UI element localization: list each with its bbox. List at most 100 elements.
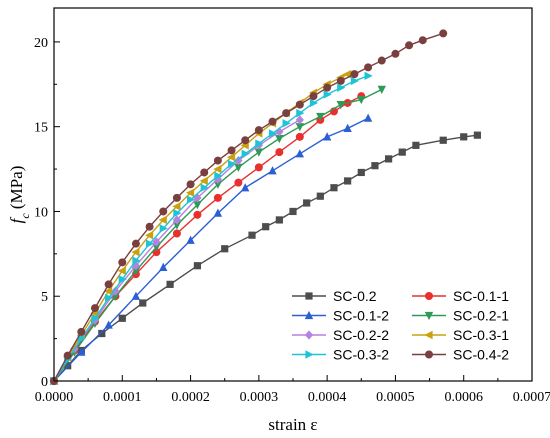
legend-item-sc-0-3-1: SC-0.3-1 [412,327,509,343]
data-point-sc-0-3-2 [173,208,182,218]
legend-marker [425,292,433,300]
data-point-sc-0-1-2 [186,235,195,244]
data-point-sc-0-4-2 [377,56,386,65]
data-point-sc-0-4-2 [227,146,236,155]
data-point-sc-0-3-2 [118,275,127,284]
data-point-sc-0-3-1 [199,176,208,186]
data-point-sc-0-4-2 [268,117,277,126]
y-axis-label-subscript: c [18,213,32,219]
series-line-sc-0-1-1 [53,95,362,382]
legend-item-sc-0-2-1: SC-0.2-1 [412,308,509,324]
data-point-sc-0-2 [385,155,393,163]
data-point-sc-0-2-1 [213,180,223,189]
legend-label: SC-0.1-1 [453,288,509,304]
y-axis-label-unit: (MPa) [7,166,26,214]
x-tick-label: 0.0004 [308,390,347,405]
data-point-sc-0-1-2 [159,262,168,272]
data-point-sc-0-3-2 [132,256,141,265]
data-point-sc-0-4-2 [439,29,448,38]
data-point-sc-0-3-2 [350,76,360,86]
data-point-sc-0-2-1 [377,85,386,94]
x-tick-label: 0.0003 [240,390,279,405]
data-point-sc-0-1-2 [268,166,277,175]
data-point-sc-0-4-2 [282,109,291,118]
data-point-sc-0-3-2 [309,98,319,108]
data-point-sc-0-1-2 [295,149,305,158]
legend-item-sc-0-1-1: SC-0.1-1 [412,288,509,304]
data-point-sc-0-2-1 [234,163,243,172]
y-axis-label-main: f [7,216,26,223]
legend-marker [304,330,314,340]
x-tick-label: 0.0007 [513,390,550,405]
data-point-sc-0-1-1 [254,163,263,172]
x-tick-label: 0.0002 [171,390,210,405]
data-point-sc-0-2 [193,262,201,270]
data-point-sc-0-3-2 [282,119,291,128]
data-point-sc-0-3-1 [104,286,113,296]
data-point-sc-0-4-2 [118,258,127,267]
data-point-sc-0-3-2 [200,183,209,192]
data-point-sc-0-2-1 [172,221,182,230]
data-point-sc-0-2-2 [295,115,304,125]
series-line-sc-0-2 [53,134,478,382]
data-point-sc-0-4-2 [90,304,99,313]
data-point-sc-0-2 [330,184,338,192]
x-tick-label: 0.0005 [376,390,415,405]
data-point-sc-0-2 [139,299,147,307]
data-point-sc-0-3-2 [255,139,264,148]
ticks-layer: 0.0000 0.0001 0.0002 0.0003 0.0004 0.0005 0.00… [34,36,550,405]
data-point-sc-0-2 [118,314,126,322]
data-point-sc-0-4-2 [63,351,72,360]
data-point-sc-0-2-1 [152,243,161,252]
data-point-sc-0-4-2 [200,168,209,177]
data-point-sc-0-3-2 [241,149,250,159]
data-point-sc-0-2 [371,162,379,170]
legend-marker [305,292,313,300]
plot-frame [53,7,533,382]
data-point-sc-0-2 [98,329,106,338]
series-sc-0-1-2 [49,113,373,385]
legend-item-sc-0-3-2: SC-0.3-2 [292,347,389,363]
data-point-sc-0-3-2 [296,108,305,118]
data-point-sc-0-2-1 [193,201,202,210]
data-point-sc-0-3-1 [158,215,167,225]
data-point-sc-0-3-2 [77,334,86,343]
series-sc-0-1-1 [50,92,366,385]
data-point-sc-0-3-2 [364,71,373,81]
data-point-sc-0-4-2 [350,70,359,79]
data-point-sc-0-2-1 [275,134,284,144]
data-point-sc-0-2 [262,223,270,231]
series-sc-0-2 [50,131,481,385]
data-point-sc-0-3-2 [323,90,332,99]
legend-label: SC-0.1-2 [333,308,389,324]
x-tick-label: 0.0000 [35,390,74,405]
data-point-sc-0-3-2 [337,83,346,92]
legend-label: SC-0.2-1 [453,308,509,324]
data-point-sc-0-2-1 [254,148,264,157]
data-point-sc-0-3-1 [226,153,236,162]
data-point-sc-0-1-2 [104,320,113,329]
data-point-sc-0-1-1 [172,229,181,238]
y-axis-label: fc (MPa) [7,166,32,224]
y-tick-label: 20 [34,36,48,51]
data-point-sc-0-1-2 [363,113,373,122]
data-point-sc-0-1-1 [213,193,222,202]
data-point-sc-0-4-2 [104,280,113,289]
data-point-sc-0-3-2 [186,195,196,204]
series-sc-0-4-2 [50,29,448,385]
data-point-sc-0-2 [303,199,311,207]
data-point-sc-0-1-1 [295,132,304,141]
data-point-sc-0-2-1 [357,95,366,105]
data-point-sc-0-3-2 [146,239,155,248]
data-point-sc-0-3-2 [91,314,100,323]
x-tick-label: 0.0006 [444,390,483,405]
data-point-sc-0-2 [289,207,297,216]
data-point-sc-0-2 [275,216,283,224]
series-sc-0-3-1 [49,69,352,386]
data-point-sc-0-3-1 [213,164,222,174]
series-line-sc-0-1-2 [53,117,369,382]
legend-label: SC-0.4-2 [453,347,509,363]
x-tick-label: 0.0001 [103,390,142,405]
data-point-sc-0-3-1 [145,230,154,240]
